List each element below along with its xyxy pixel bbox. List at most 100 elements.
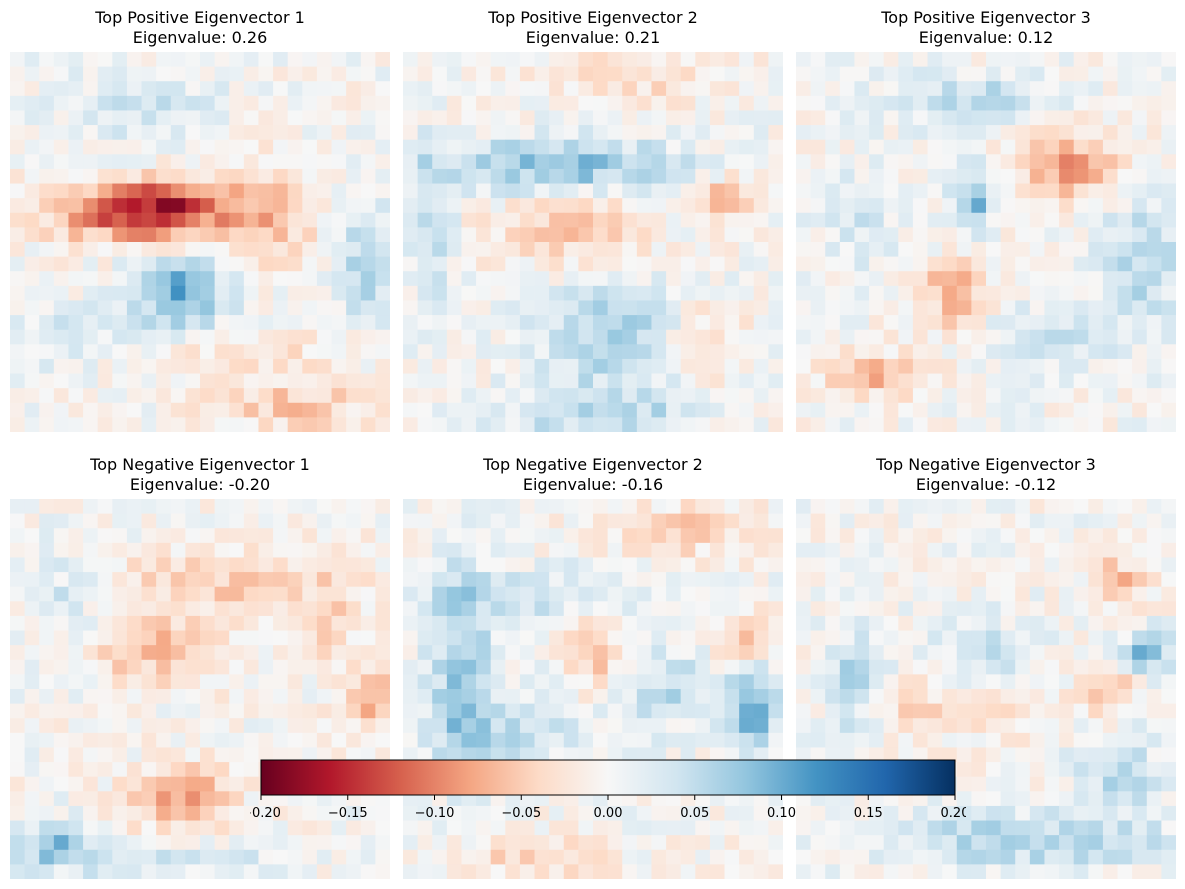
heatmap-cell: [942, 242, 958, 258]
heatmap-cell: [505, 528, 521, 544]
heatmap-cell: [912, 499, 928, 515]
heatmap-cell: [346, 388, 362, 404]
heatmap-cell: [24, 499, 40, 515]
heatmap-cell: [1132, 256, 1148, 272]
heatmap-cell: [53, 300, 69, 316]
heatmap-cell: [1015, 820, 1031, 836]
heatmap-cell: [753, 747, 769, 763]
heatmap-cell: [1044, 417, 1060, 432]
heatmap-cell: [68, 271, 84, 287]
heatmap-cell: [505, 499, 521, 515]
heatmap-cell: [912, 198, 928, 214]
heatmap-cell: [1102, 528, 1118, 544]
heatmap-cell: [1117, 358, 1133, 374]
heatmap-cell: [141, 168, 157, 184]
heatmap-cell: [956, 674, 972, 690]
heatmap-cell: [695, 358, 711, 374]
heatmap-cell: [942, 572, 958, 588]
heatmap-cell: [519, 344, 535, 360]
heatmap-cell: [185, 154, 201, 170]
heatmap-cell: [1029, 81, 1045, 97]
heatmap-cell: [39, 168, 55, 184]
heatmap-cell: [476, 315, 492, 331]
heatmap-cell: [1161, 703, 1176, 719]
heatmap-cell: [141, 315, 157, 331]
heatmap-cell: [10, 125, 26, 141]
heatmap-cell: [432, 242, 448, 258]
heatmap-cell: [417, 849, 433, 865]
heatmap-cell: [331, 499, 347, 515]
heatmap-cell: [709, 864, 725, 879]
heatmap-cell: [432, 835, 448, 851]
heatmap-cell: [185, 747, 201, 763]
heatmap-cell: [1044, 110, 1060, 126]
heatmap-cell: [825, 689, 841, 705]
heatmap-cell: [243, 417, 259, 432]
heatmap-cell: [796, 52, 812, 68]
heatmap-cell: [302, 168, 318, 184]
heatmap-cell: [1088, 572, 1104, 588]
heatmap-cell: [768, 66, 783, 82]
heatmap-cell: [563, 95, 579, 111]
heatmap-cell: [141, 212, 157, 228]
heatmap-cell: [912, 601, 928, 617]
heatmap-cell: [403, 373, 419, 389]
heatmap-cell: [156, 528, 172, 544]
heatmap-cell: [1015, 52, 1031, 68]
heatmap-cell: [839, 402, 855, 418]
heatmap-cell: [258, 315, 274, 331]
heatmap-cell: [883, 139, 899, 155]
heatmap-cell: [1073, 139, 1089, 155]
heatmap-cell: [519, 402, 535, 418]
heatmap-cell: [1102, 615, 1118, 631]
heatmap-cell: [1029, 256, 1045, 272]
heatmap-cell: [593, 645, 609, 661]
heatmap-cell: [607, 52, 623, 68]
heatmap-cell: [1059, 718, 1075, 734]
heatmap-cell: [505, 557, 521, 573]
heatmap-cell: [273, 703, 289, 719]
heatmap-cell: [519, 329, 535, 345]
heatmap-cell: [927, 95, 943, 111]
heatmap-cell: [883, 645, 899, 661]
heatmap-cell: [854, 417, 870, 432]
heatmap-cell: [97, 329, 113, 345]
heatmap-cell: [185, 674, 201, 690]
heatmap-cell: [258, 81, 274, 97]
heatmap-cell: [1132, 820, 1148, 836]
heatmap-cell: [1132, 805, 1148, 821]
heatmap-cell: [519, 110, 535, 126]
heatmap-cell: [432, 358, 448, 374]
heatmap-cell: [476, 168, 492, 184]
heatmap-cell: [1059, 227, 1075, 243]
heatmap-cell: [607, 344, 623, 360]
heatmap-cell: [651, 645, 667, 661]
heatmap-cell: [695, 242, 711, 258]
heatmap-cell: [97, 271, 113, 287]
heatmap-cell: [112, 645, 128, 661]
heatmap-cell: [593, 66, 609, 82]
heatmap-cell: [1073, 864, 1089, 879]
heatmap-cell: [709, 820, 725, 836]
heatmap-cell: [302, 52, 318, 68]
heatmap-cell: [549, 513, 565, 529]
heatmap-cell: [490, 542, 506, 558]
heatmap-cell: [156, 329, 172, 345]
heatmap-cell: [229, 183, 245, 199]
heatmap-cell: [53, 659, 69, 675]
heatmap-cell: [476, 835, 492, 851]
heatmap-cell: [724, 212, 740, 228]
heatmap-cell: [346, 528, 362, 544]
heatmap-cell: [912, 689, 928, 705]
heatmap-cell: [68, 329, 84, 345]
heatmap-cell: [53, 183, 69, 199]
heatmap-cell: [593, 227, 609, 243]
heatmap-cell: [112, 499, 128, 515]
heatmap-cell: [1073, 499, 1089, 515]
heatmap-cell: [927, 513, 943, 529]
heatmap-cell: [651, 315, 667, 331]
heatmap-cell: [622, 630, 638, 646]
heatmap-cell: [825, 513, 841, 529]
heatmap-cell: [1044, 528, 1060, 544]
heatmap-cell: [854, 572, 870, 588]
